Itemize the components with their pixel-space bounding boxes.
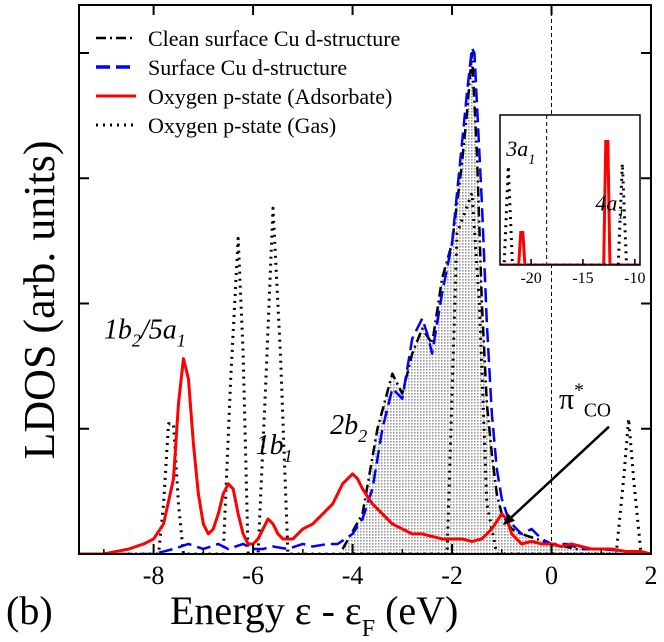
legend: Clean surface Cu d-structure Surface Cu d… [96, 26, 400, 138]
inset-frame [499, 114, 641, 266]
annotation-1: 1b1 [256, 430, 293, 466]
main-series-group [79, 46, 651, 554]
x-tick-label-4: 0 [545, 561, 558, 590]
inset-ticks: -20 -15 -10 [520, 259, 645, 287]
inset-x-tick-label-1: -15 [572, 270, 593, 287]
annotation-3: π*CO [559, 381, 611, 422]
annotation-3-part-2: CO [584, 401, 611, 422]
annotation-arrow-3 [502, 425, 610, 526]
annotation-0-part-2: /5a [139, 315, 177, 346]
legend-label-3: Oxygen p-state (Gas) [148, 113, 336, 138]
x-axis-label: Energy ε - εF (eV) [170, 588, 458, 642]
annotation-1-part-1: 1 [284, 446, 293, 466]
annotation-0-part-0: 1b [104, 315, 132, 346]
annotation-0: 1b2/5a1 [104, 315, 186, 351]
annotation-2: 2b2 [330, 410, 367, 446]
panel-label: (b) [6, 588, 53, 633]
x-tick-label-0: -8 [143, 561, 165, 590]
annotation-3-part-1: * [574, 381, 584, 402]
inset-x-tick-label-2: -10 [624, 270, 645, 287]
main-ticks: -8 -6 -4 -2 0 2 [79, 5, 658, 590]
annotation-2-part-1: 2 [358, 426, 367, 446]
inset-x-tick-label-0: -20 [520, 270, 541, 287]
x-axis-label-main: Energy ε - ε [170, 588, 362, 633]
legend-label-2: Oxygen p-state (Adsorbate) [148, 84, 392, 109]
x-axis-label-sub: F [362, 616, 375, 642]
x-tick-label-2: -4 [342, 561, 364, 590]
annotation-0-part-3: 1 [177, 331, 186, 351]
inset-series-line-0 [500, 140, 640, 265]
main-plot-frame [78, 4, 652, 555]
inset-annotation-1-part-1: 1 [617, 206, 624, 222]
series-line-1 [79, 46, 651, 554]
inset-series-group [500, 140, 640, 265]
annotation-0-part-1: 2 [132, 331, 141, 351]
inset-annotation-0-part-0: 3a [505, 136, 528, 161]
x-tick-label-5: 2 [645, 561, 658, 590]
inset-annotation-0-part-1: 1 [528, 152, 535, 168]
legend-label-1: Surface Cu d-structure [148, 55, 347, 80]
x-axis-label-unit: (eV) [385, 588, 458, 633]
annotation-2-part-0: 2b [330, 410, 358, 441]
annotation-3-part-0: π [559, 383, 574, 416]
y-axis-label: LDOS (arb. units) [15, 141, 64, 460]
series-fill-0 [342, 53, 651, 554]
series-line-2 [79, 357, 651, 554]
inset-annotation-1-part-0: 4a [595, 190, 617, 215]
legend-label-0: Clean surface Cu d-structure [148, 26, 400, 51]
inset-annotation-0: 3a1 [505, 136, 535, 168]
annotation-1-part-0: 1b [256, 430, 284, 461]
x-tick-label-3: -2 [441, 561, 463, 590]
clean-surface-fill [342, 53, 651, 554]
x-tick-label-1: -6 [242, 561, 264, 590]
inset-annotation-1: 4a1 [595, 190, 624, 222]
